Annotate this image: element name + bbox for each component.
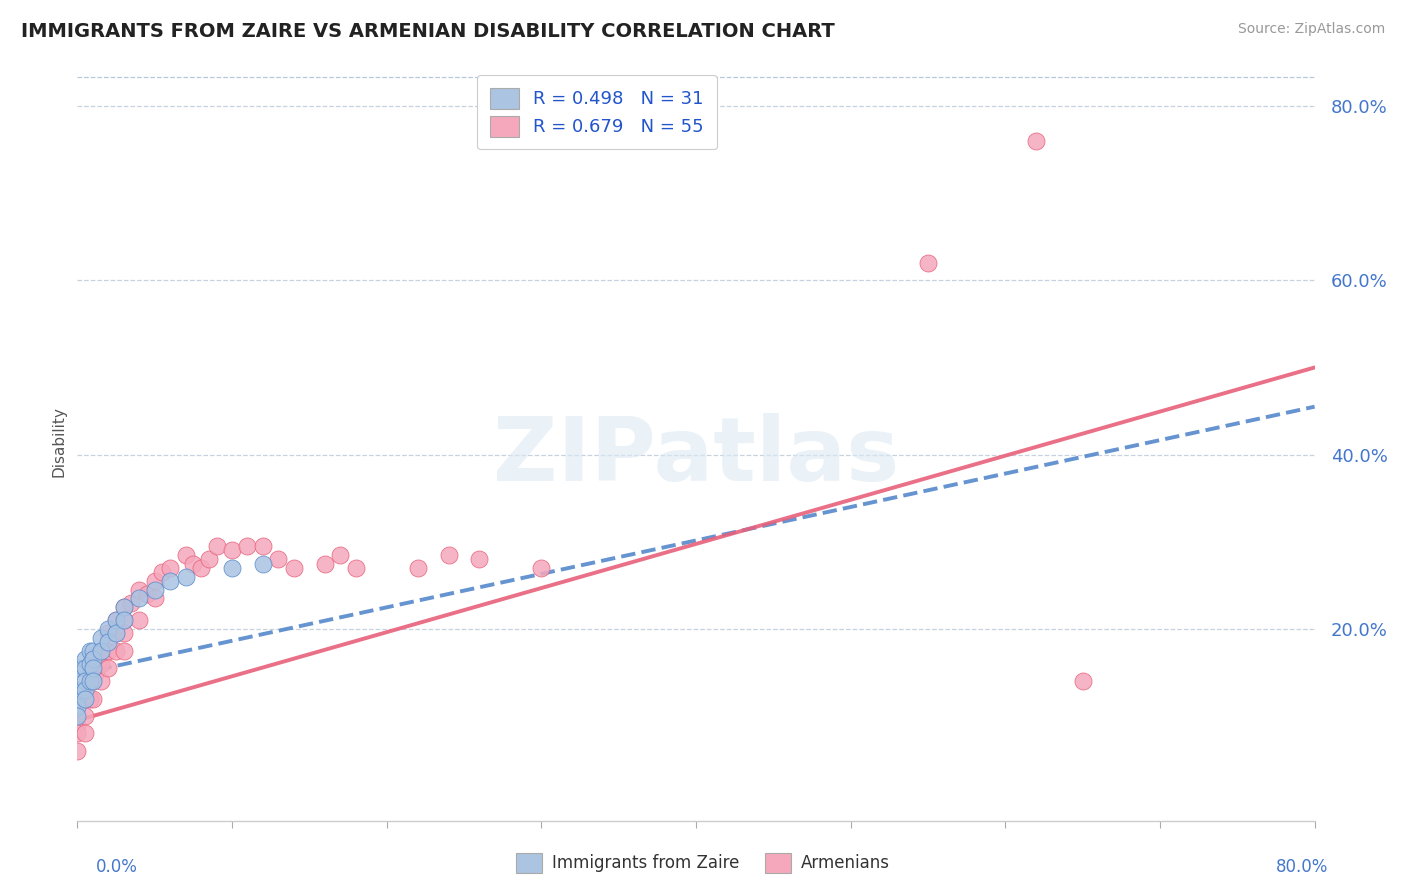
Point [105,613,127,627]
Point [159,561,181,575]
Point [75,691,96,706]
Point [1025,134,1047,148]
Point [79,674,101,689]
Point [112,600,135,615]
Point [143,574,166,588]
Point [79,691,101,706]
Point [198,552,221,566]
Point [105,626,127,640]
Point [112,613,135,627]
Point [121,596,143,610]
Point [94,643,117,657]
Point [66,726,89,740]
Point [174,548,197,562]
Point [75,709,96,723]
Point [112,613,135,627]
Point [112,643,135,657]
Point [97,626,120,640]
Legend: Immigrants from Zaire, Armenians: Immigrants from Zaire, Armenians [509,847,897,880]
Point [252,539,274,553]
Point [90,643,111,657]
Point [75,682,96,697]
Text: IMMIGRANTS FROM ZAIRE VS ARMENIAN DISABILITY CORRELATION CHART: IMMIGRANTS FROM ZAIRE VS ARMENIAN DISABI… [21,22,835,41]
Point [82,661,104,675]
Point [90,631,111,645]
Point [82,661,104,675]
Point [314,557,336,571]
Point [97,661,120,675]
Point [66,709,89,723]
Point [66,744,89,758]
Point [105,613,127,627]
Point [75,652,96,666]
Point [205,539,228,553]
Text: 80.0%: 80.0% [1277,858,1329,876]
Point [90,674,111,689]
Point [97,622,120,636]
Point [79,643,101,657]
Point [344,561,367,575]
Point [105,626,127,640]
Point [252,557,274,571]
Point [90,657,111,671]
Point [82,674,104,689]
Point [190,561,212,575]
Point [174,569,197,583]
Point [159,574,181,588]
Point [105,643,127,657]
Point [236,539,259,553]
Point [152,566,174,580]
Point [90,643,111,657]
Point [221,561,243,575]
Point [84,665,107,680]
Point [437,548,460,562]
Point [112,600,135,615]
Point [84,648,107,662]
Point [66,691,89,706]
Point [267,552,290,566]
Point [97,635,120,649]
Point [82,643,104,657]
Point [128,613,150,627]
Point [221,543,243,558]
Point [79,657,101,671]
Point [917,256,939,270]
Text: ZIPatlas: ZIPatlas [494,413,898,500]
Point [66,718,89,732]
Point [66,661,89,675]
Point [97,643,120,657]
Point [143,591,166,606]
Point [183,557,205,571]
Point [136,587,159,601]
Point [66,700,89,714]
Legend: R = 0.498   N = 31, R = 0.679   N = 55: R = 0.498 N = 31, R = 0.679 N = 55 [478,75,717,150]
Point [128,591,150,606]
Point [112,626,135,640]
Point [530,561,553,575]
Point [79,674,101,689]
Point [1071,674,1094,689]
Point [143,582,166,597]
Point [75,691,96,706]
Point [75,661,96,675]
Point [283,561,305,575]
Point [329,548,352,562]
Point [128,582,150,597]
Text: 0.0%: 0.0% [96,858,138,876]
Y-axis label: Disability: Disability [51,406,66,477]
Point [66,682,89,697]
Point [82,691,104,706]
Point [468,552,491,566]
Point [82,674,104,689]
Point [406,561,429,575]
Point [75,674,96,689]
Point [75,726,96,740]
Point [82,652,104,666]
Text: Source: ZipAtlas.com: Source: ZipAtlas.com [1237,22,1385,37]
